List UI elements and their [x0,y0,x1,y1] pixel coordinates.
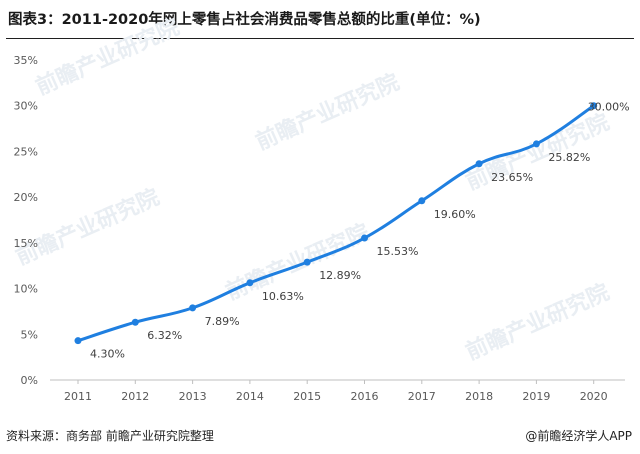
y-tick-label: 15% [14,237,38,250]
data-point [532,140,540,148]
y-tick-label: 5% [21,328,38,341]
x-tick-label: 2011 [64,390,92,403]
y-tick-label: 0% [21,374,38,387]
data-label: 12.89% [319,269,361,282]
data-point [246,279,254,287]
chart-title: 图表3：2011-2020年网上零售占社会消费品零售总额的比重(单位：%) [8,12,481,28]
data-label: 10.63% [262,290,304,303]
watermark-text: 前瞻产业研究院 [462,279,613,365]
data-point [131,318,139,326]
x-tick-label: 2016 [351,390,379,403]
data-point [361,234,368,242]
data-point [475,160,483,168]
x-tick-label: 2017 [408,390,436,403]
watermark-text: 前瞻产业研究院 [252,69,403,155]
data-point [303,258,311,266]
x-tick-label: 2018 [465,390,493,403]
x-tick-label: 2019 [522,390,550,403]
x-tick-label: 2013 [179,390,207,403]
x-tick-label: 2012 [121,390,149,403]
data-label: 19.60% [434,208,476,221]
source-note: 资料来源：商务部 前瞻产业研究院整理 [6,429,214,443]
y-tick-label: 35% [14,54,38,67]
data-point [74,337,82,345]
data-label: 7.89% [205,315,240,328]
data-point [590,102,598,110]
series-line [76,104,596,343]
watermark-text: 前瞻产业研究院 [32,14,183,100]
watermark-text: 前瞻产业研究院 [462,109,613,195]
title-divider [6,38,634,39]
y-tick-label: 10% [14,283,38,296]
x-tick-label: 2014 [236,390,264,403]
data-label: 4.30% [90,348,125,361]
y-tick-label: 30% [14,100,38,113]
data-label: 30.00% [588,101,630,114]
y-tick-label: 25% [14,145,38,158]
data-label: 23.65% [491,171,533,184]
y-tick-label: 20% [14,191,38,204]
x-tick-label: 2015 [293,390,321,403]
data-label: 15.53% [377,245,419,258]
data-label: 25.82% [548,151,590,164]
data-point [418,197,426,205]
brand-credit: @前瞻经济学人APP [525,429,632,443]
data-point [189,304,197,312]
data-label: 6.32% [147,329,182,342]
x-tick-label: 2020 [580,390,608,403]
